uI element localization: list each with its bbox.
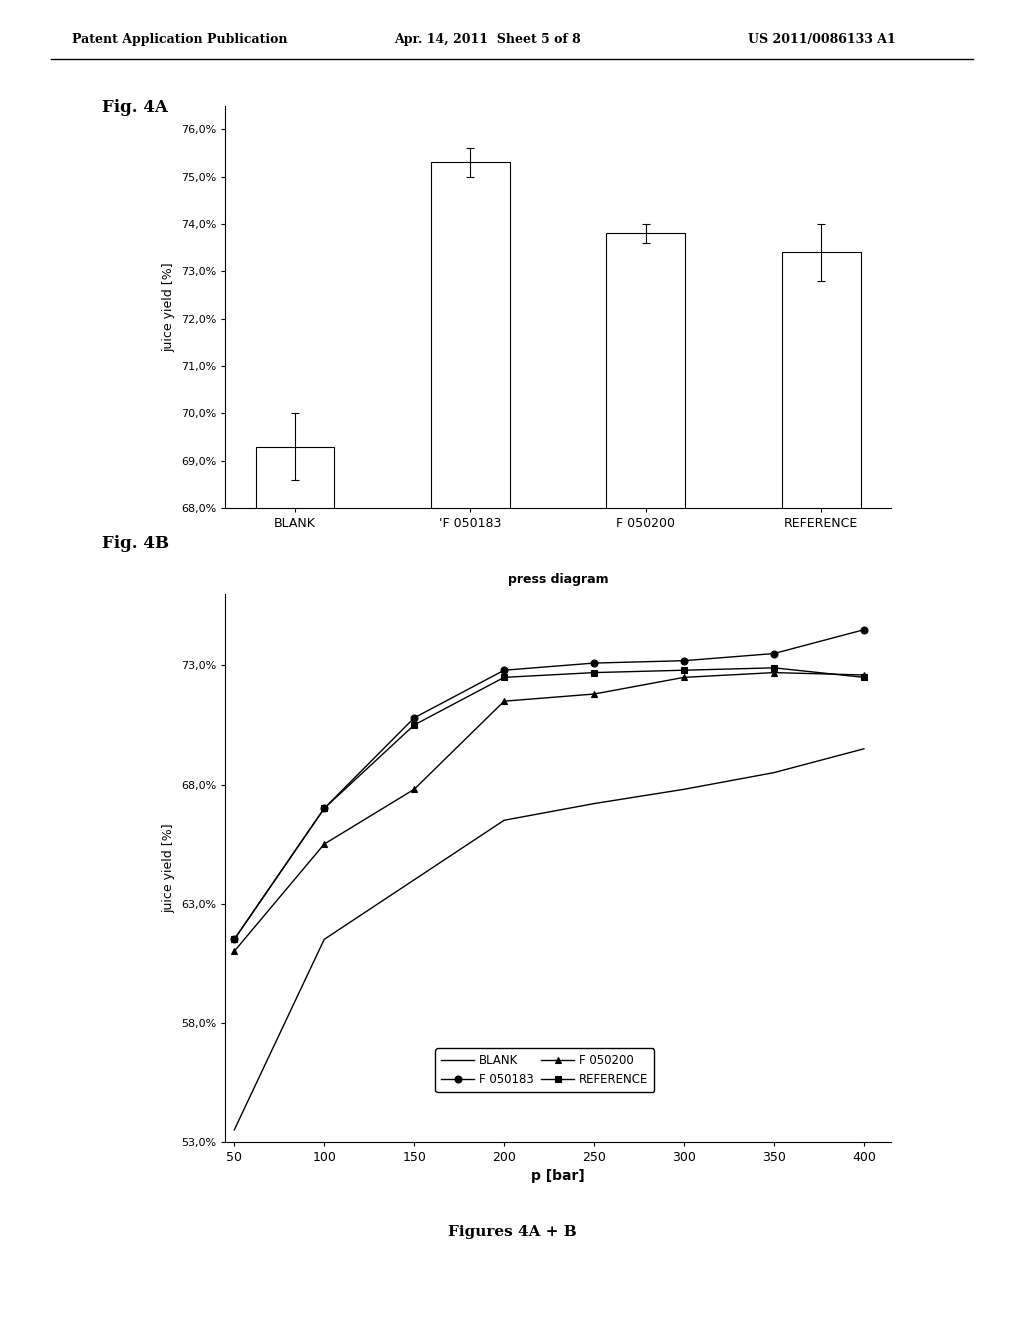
Bar <box>256 446 335 1320</box>
Bar <box>431 162 510 1320</box>
Legend: BLANK, F 050183, F 050200, REFERENCE: BLANK, F 050183, F 050200, REFERENCE <box>435 1048 654 1092</box>
Text: Patent Application Publication: Patent Application Publication <box>72 33 287 46</box>
Text: Apr. 14, 2011  Sheet 5 of 8: Apr. 14, 2011 Sheet 5 of 8 <box>394 33 581 46</box>
Bar <box>606 234 685 1320</box>
Text: Fig. 4A: Fig. 4A <box>102 99 168 116</box>
Y-axis label: juice yield [%]: juice yield [%] <box>163 263 175 351</box>
Title: press diagram: press diagram <box>508 573 608 586</box>
Text: US 2011/0086133 A1: US 2011/0086133 A1 <box>748 33 895 46</box>
Text: Figures 4A + B: Figures 4A + B <box>447 1225 577 1239</box>
X-axis label: p [bar]: p [bar] <box>531 1170 585 1184</box>
Y-axis label: juice yield [%]: juice yield [%] <box>163 824 175 912</box>
Bar <box>781 252 860 1320</box>
Text: Fig. 4B: Fig. 4B <box>102 535 169 552</box>
